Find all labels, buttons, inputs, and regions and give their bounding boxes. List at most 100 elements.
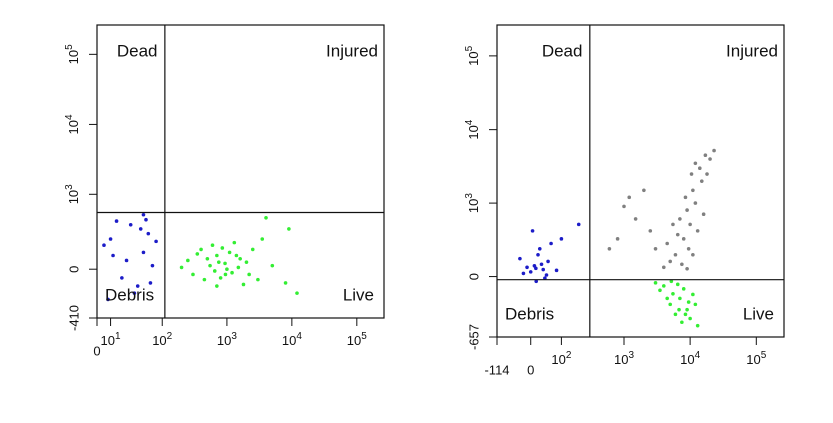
y-tick-label-base: 10 (466, 51, 481, 65)
y-tick-label: 103 (464, 193, 482, 213)
event-dot (283, 281, 288, 285)
quadrant-label: Dead (542, 41, 583, 60)
event-dot (225, 267, 229, 271)
event-dot (673, 312, 678, 317)
event-dot (106, 297, 110, 302)
event-dot (661, 265, 666, 270)
y-tick-label: 0 (66, 266, 81, 273)
event-dot (528, 270, 533, 274)
event-dot (215, 284, 219, 288)
event-dot (554, 268, 559, 273)
x-tick-label-exp: 4 (296, 331, 302, 342)
event-dot (549, 241, 553, 246)
event-dot (622, 204, 626, 209)
y-tick-label: -657 (466, 324, 481, 350)
x-tick-label-base: 10 (217, 333, 231, 348)
event-dot (648, 229, 653, 233)
event-dot (205, 256, 210, 261)
event-dot (661, 284, 666, 288)
event-dot (681, 237, 686, 241)
event-dot (208, 263, 212, 268)
x-tick-label-exp: 4 (695, 350, 701, 361)
event-dot (154, 239, 158, 244)
x-tick-label-exp: 2 (566, 350, 572, 361)
event-dot (195, 252, 200, 256)
event-dot (532, 263, 537, 268)
event-dot (148, 281, 153, 285)
x-tick-label-base: 10 (152, 333, 166, 348)
event-dot (683, 312, 688, 317)
event-dot (668, 259, 673, 264)
event-dot (227, 250, 232, 255)
x-tick-label-base: 10 (282, 333, 296, 348)
event-dot (691, 252, 695, 257)
y-tick-label-exp: 3 (64, 184, 75, 190)
x-tick-label-base: 10 (614, 352, 628, 367)
plot-frame (496, 24, 785, 338)
x-tick-label-exp: 3 (628, 350, 634, 361)
x-tick-label-exp: 3 (231, 331, 237, 342)
event-dot (102, 243, 106, 248)
event-dot (232, 240, 237, 245)
event-dot (247, 272, 251, 277)
event-dot (539, 262, 544, 267)
x-tick-label: 104 (680, 350, 700, 368)
y-tick-label-base: 10 (466, 125, 481, 139)
event-dot (191, 272, 195, 277)
event-dot (559, 237, 564, 241)
y-tick-label-exp: 4 (64, 114, 75, 120)
event-dot (223, 272, 228, 277)
quadrant-label: Live (343, 285, 374, 304)
event-dot (675, 232, 680, 237)
event-dot (689, 172, 694, 176)
x-tick-label-exp: 5 (361, 331, 367, 342)
event-dot (120, 276, 124, 280)
event-dot (693, 201, 698, 205)
y-tick-label-base: 10 (66, 50, 81, 64)
event-dot (544, 273, 549, 277)
event-dot (686, 246, 691, 251)
event-dot (537, 246, 542, 251)
event-dot (543, 276, 547, 280)
event-dot (701, 212, 706, 216)
event-dot (220, 246, 225, 250)
event-dot (627, 195, 632, 200)
plot-frame (96, 24, 385, 319)
quadrant-label: Injured (726, 41, 778, 60)
event-dot (665, 296, 669, 301)
event-dot (223, 261, 227, 266)
event-dot (518, 256, 522, 261)
x-tick-label: 0 (93, 343, 100, 358)
event-dot (536, 252, 540, 257)
y-tick-label-exp: 5 (64, 44, 75, 50)
event-dot (141, 212, 146, 217)
event-dot (202, 277, 207, 282)
event-dot (270, 263, 275, 268)
event-dot (697, 166, 702, 170)
x-tick-label-base: 10 (680, 352, 694, 367)
event-dot (541, 267, 546, 272)
event-dot (686, 300, 691, 304)
event-dot (238, 256, 242, 261)
x-tick-label: 105 (347, 331, 367, 349)
event-dot (669, 279, 674, 284)
event-dot (699, 179, 704, 183)
x-tick-label: 0 (527, 362, 534, 377)
event-dot (199, 247, 203, 252)
event-dot (287, 227, 291, 231)
y-tick-label: -410 (66, 305, 81, 331)
event-dot (703, 153, 708, 158)
x-tick-label: 102 (551, 350, 571, 368)
y-tick-label-exp: 4 (464, 119, 475, 125)
y-tick-label: 0 (466, 273, 481, 280)
event-dot (256, 277, 260, 282)
y-tick-label: 104 (64, 114, 82, 134)
event-dot (680, 320, 684, 325)
event-dot (210, 243, 215, 248)
event-dot (260, 237, 265, 241)
event-dot (633, 217, 638, 221)
quadrant-label: Dead (117, 41, 158, 60)
